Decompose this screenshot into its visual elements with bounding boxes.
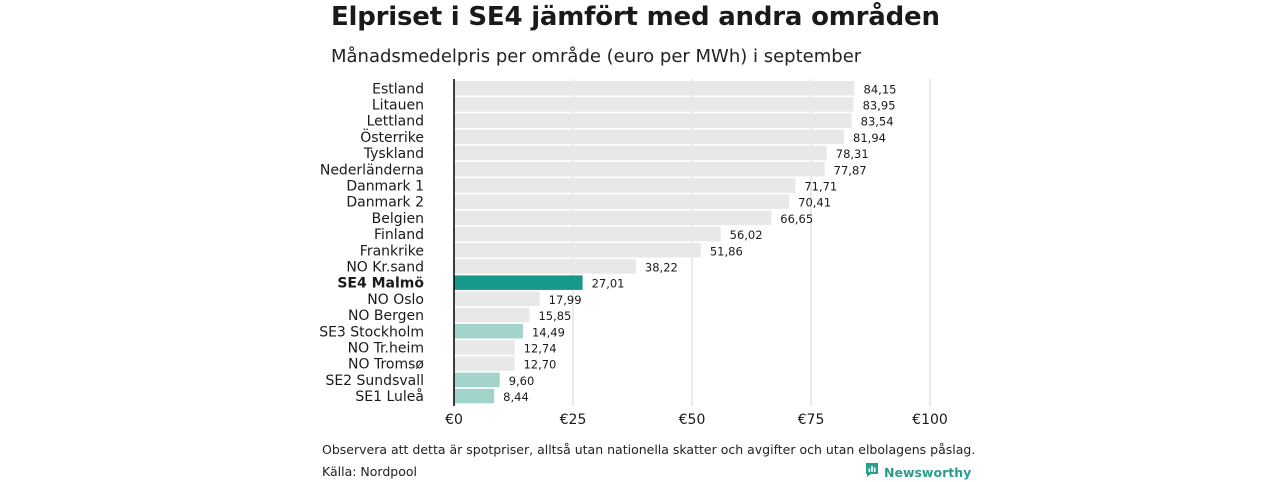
category-label: Nederländerna bbox=[320, 162, 424, 178]
bars bbox=[454, 81, 855, 404]
category-label: Frankrike bbox=[360, 243, 424, 259]
chart-subtitle: Månadsmedelpris per område (euro per MWh… bbox=[331, 46, 862, 67]
value-label: 27,01 bbox=[592, 277, 625, 291]
value-label: 56,02 bbox=[730, 228, 763, 242]
bar bbox=[454, 226, 721, 242]
value-label: 66,65 bbox=[780, 212, 813, 226]
category-labels: EstlandLitauenLettlandÖsterrikeTysklandN… bbox=[319, 81, 424, 405]
x-tick-label: €50 bbox=[679, 412, 706, 428]
value-label: 38,22 bbox=[645, 260, 678, 274]
value-label: 77,87 bbox=[834, 163, 867, 177]
bar bbox=[454, 356, 515, 371]
value-label: 83,95 bbox=[863, 98, 896, 112]
value-label: 78,31 bbox=[836, 147, 869, 161]
category-label: SE1 Luleå bbox=[355, 388, 424, 405]
category-label: NO Bergen bbox=[348, 308, 424, 324]
category-label: SE4 Malmö bbox=[337, 276, 424, 292]
bar bbox=[454, 372, 500, 388]
bar bbox=[454, 194, 790, 209]
x-tick-label: €100 bbox=[912, 412, 948, 428]
category-label: SE2 Sundsvall bbox=[325, 373, 424, 389]
value-label: 81,94 bbox=[853, 131, 886, 145]
category-label: NO Tr.heim bbox=[348, 340, 424, 356]
bar bbox=[454, 97, 854, 112]
bar bbox=[454, 210, 772, 226]
bar bbox=[454, 388, 495, 404]
bar bbox=[454, 259, 636, 274]
bar bbox=[454, 162, 825, 177]
bar bbox=[454, 307, 530, 323]
category-label: Österrike bbox=[360, 128, 424, 146]
value-label: 51,86 bbox=[710, 244, 743, 258]
bar bbox=[454, 243, 701, 258]
x-tick-label: €25 bbox=[560, 412, 587, 428]
category-label: Litauen bbox=[372, 97, 424, 113]
bar bbox=[454, 178, 796, 193]
value-label: 84,15 bbox=[864, 82, 897, 96]
category-label: Danmark 2 bbox=[346, 195, 424, 211]
value-label: 12,70 bbox=[523, 358, 556, 372]
value-label: 8,44 bbox=[503, 390, 529, 404]
value-labels: 84,15 83,95 83,54 81,94 78,31 77,87 71,71 70,41… bbox=[503, 82, 896, 404]
value-label: 17,99 bbox=[549, 293, 582, 307]
value-label: 9,60 bbox=[509, 374, 535, 388]
value-label: 71,71 bbox=[804, 179, 837, 193]
bar bbox=[454, 275, 583, 290]
category-label: NO Kr.sand bbox=[346, 259, 424, 275]
brand-name: Newsworthy bbox=[884, 464, 972, 480]
footnote: Observera att detta är spotpriser, allts… bbox=[322, 442, 976, 457]
value-label: 12,74 bbox=[524, 341, 557, 355]
source-note: Källa: Nordpool bbox=[322, 464, 417, 479]
bar bbox=[454, 291, 540, 307]
category-label: Lettland bbox=[367, 114, 424, 130]
bar bbox=[454, 113, 852, 128]
brand-logo: Newsworthy bbox=[865, 462, 971, 482]
bar bbox=[454, 145, 827, 161]
category-label: Estland bbox=[372, 81, 424, 97]
x-axis: €0 €25 €50 €75 €100 bbox=[445, 79, 948, 428]
category-label: SE3 Stockholm bbox=[319, 324, 424, 340]
chart-title: Elpriset i SE4 jämfört med andra områden bbox=[331, 2, 940, 32]
value-label: 14,49 bbox=[532, 325, 565, 339]
newsworthy-logo-icon bbox=[865, 462, 879, 482]
bar bbox=[454, 340, 515, 355]
bar bbox=[454, 81, 855, 96]
value-label: 15,85 bbox=[538, 309, 571, 323]
category-label: Finland bbox=[374, 227, 424, 243]
x-tick-label: €75 bbox=[798, 412, 825, 428]
category-label: NO Tromsø bbox=[348, 357, 424, 373]
x-tick-label: €0 bbox=[445, 412, 463, 428]
bar bbox=[454, 129, 845, 145]
value-label: 83,54 bbox=[861, 115, 894, 129]
category-label: Danmark 1 bbox=[346, 178, 424, 194]
category-label: NO Oslo bbox=[367, 292, 424, 308]
category-label: Tyskland bbox=[363, 146, 424, 162]
category-label: Belgien bbox=[372, 211, 424, 227]
bar bbox=[454, 324, 523, 339]
bar-chart: EstlandLitauenLettlandÖsterrikeTysklandN… bbox=[319, 79, 948, 428]
value-label: 70,41 bbox=[798, 196, 831, 210]
